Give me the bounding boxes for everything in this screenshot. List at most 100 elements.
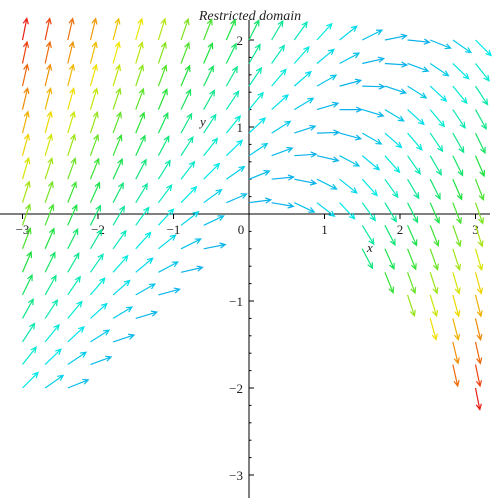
field-arrow — [113, 183, 123, 203]
field-arrow — [317, 75, 336, 86]
field-arrow — [430, 272, 438, 293]
field-arrow — [453, 203, 461, 224]
field-arrow — [68, 301, 82, 318]
x-tick-label: −1 — [167, 222, 181, 237]
field-arrow — [45, 182, 53, 203]
field-arrow — [45, 349, 61, 364]
axis-ticks: −3 −2 −1 0 1 2 3−3−2−112 — [16, 33, 479, 483]
field-arrow — [294, 125, 315, 133]
field-arrow — [317, 130, 339, 135]
field-arrow — [317, 102, 338, 109]
field-arrow — [45, 205, 53, 226]
field-arrow — [430, 110, 444, 127]
field-arrow — [158, 113, 167, 133]
field-arrow — [249, 198, 271, 203]
field-arrow — [226, 194, 246, 203]
field-arrow — [385, 34, 407, 40]
field-arrow — [113, 307, 132, 318]
field-arrow — [204, 43, 213, 63]
field-arrow — [385, 110, 404, 121]
field-arrow — [340, 133, 361, 140]
field-arrow — [45, 42, 51, 63]
field-arrow — [113, 280, 130, 294]
field-arrow — [408, 272, 416, 293]
field-arrow — [68, 327, 84, 342]
x-tick-label: −2 — [91, 222, 105, 237]
field-arrow — [23, 372, 39, 388]
field-arrow — [226, 44, 236, 64]
field-arrow — [340, 203, 355, 219]
field-arrow — [68, 112, 75, 133]
field-arrow — [476, 179, 484, 200]
field-arrow — [204, 243, 226, 249]
field-arrow — [181, 137, 193, 156]
field-arrow — [476, 110, 487, 129]
field-arrow — [340, 79, 361, 86]
y-tick-label: −1 — [229, 294, 243, 309]
field-arrow — [113, 65, 120, 86]
field-arrow — [453, 133, 464, 152]
field-arrow — [158, 136, 168, 155]
field-arrow — [23, 323, 35, 341]
field-arrow — [294, 72, 311, 86]
field-arrow — [385, 62, 407, 67]
field-arrow — [453, 342, 459, 363]
field-arrow — [476, 86, 488, 104]
field-arrow — [113, 256, 128, 272]
field-arrow — [23, 65, 29, 86]
field-arrow — [90, 65, 97, 86]
field-arrow — [249, 118, 265, 133]
field-arrow — [45, 18, 51, 40]
field-arrow — [90, 330, 109, 342]
field-arrow — [136, 65, 144, 86]
field-arrow — [23, 347, 37, 364]
field-arrow — [68, 42, 74, 63]
field-arrow — [23, 112, 30, 133]
field-arrow — [430, 63, 448, 75]
field-arrow — [294, 47, 309, 63]
field-arrow — [90, 254, 103, 272]
field-arrow — [181, 90, 190, 110]
field-arrow — [204, 190, 222, 203]
field-arrow — [453, 110, 465, 128]
y-tick-label: 1 — [237, 120, 244, 135]
field-arrow — [453, 295, 460, 316]
field-arrow — [249, 44, 260, 63]
field-arrow — [45, 375, 63, 388]
field-arrow — [430, 40, 450, 49]
field-arrow — [385, 133, 402, 147]
field-arrow — [158, 262, 177, 272]
field-arrow — [45, 158, 53, 179]
field-arrow — [294, 203, 314, 212]
x-tick-label: 0 — [238, 222, 245, 237]
field-arrow — [385, 225, 395, 245]
field-arrow — [204, 164, 220, 180]
field-arrow — [68, 277, 80, 295]
field-arrow — [453, 225, 461, 246]
field-arrow — [68, 19, 74, 40]
field-arrow — [408, 39, 430, 44]
field-arrow — [23, 18, 29, 40]
field-arrow — [476, 40, 492, 56]
field-arrow — [113, 89, 121, 110]
field-arrow — [476, 295, 483, 316]
field-arrow — [136, 19, 143, 40]
field-arrow — [68, 205, 77, 225]
field-arrow — [181, 66, 190, 86]
field-arrow — [476, 63, 490, 80]
field-arrow — [226, 167, 244, 180]
field-arrow — [158, 288, 179, 295]
field-arrow — [68, 135, 76, 156]
field-arrow — [136, 184, 148, 203]
field-arrow — [385, 249, 394, 269]
field-arrow — [476, 156, 485, 176]
field-arrow — [430, 318, 437, 339]
field-arrow — [272, 148, 293, 156]
field-arrow — [362, 84, 384, 89]
x-tick-label: 2 — [397, 222, 404, 237]
field-arrow — [362, 133, 381, 144]
field-arrow — [272, 95, 288, 110]
field-arrow — [453, 365, 459, 386]
field-arrow — [158, 66, 166, 87]
field-arrow — [45, 253, 55, 273]
